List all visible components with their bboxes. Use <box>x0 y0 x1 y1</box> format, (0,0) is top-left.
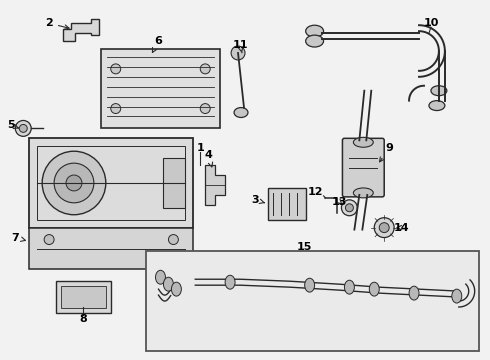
Ellipse shape <box>353 188 373 198</box>
Circle shape <box>42 151 106 215</box>
Circle shape <box>345 204 353 212</box>
Ellipse shape <box>429 100 445 111</box>
Ellipse shape <box>164 277 173 291</box>
Text: 12: 12 <box>308 187 323 197</box>
Polygon shape <box>63 19 99 41</box>
Circle shape <box>379 223 389 233</box>
Text: 9: 9 <box>380 143 393 162</box>
Circle shape <box>44 235 54 244</box>
Bar <box>29 138 193 228</box>
Bar <box>37 146 185 220</box>
Text: 13: 13 <box>332 197 347 207</box>
Ellipse shape <box>155 270 166 284</box>
Circle shape <box>231 46 245 60</box>
Bar <box>61 286 106 308</box>
Circle shape <box>19 125 27 132</box>
Text: 6: 6 <box>152 36 162 53</box>
Ellipse shape <box>431 86 447 96</box>
FancyBboxPatch shape <box>268 188 306 220</box>
Text: 7: 7 <box>11 233 25 243</box>
Circle shape <box>111 64 121 74</box>
Ellipse shape <box>234 108 248 117</box>
Ellipse shape <box>452 289 462 303</box>
Text: 10: 10 <box>423 18 439 28</box>
Circle shape <box>66 175 82 191</box>
Text: 1: 1 <box>196 143 204 153</box>
Text: 5: 5 <box>7 121 18 130</box>
Text: 15: 15 <box>297 243 312 252</box>
Bar <box>146 251 479 351</box>
Ellipse shape <box>344 280 354 294</box>
Circle shape <box>200 64 210 74</box>
Ellipse shape <box>305 278 315 292</box>
Bar <box>101 49 220 129</box>
Bar <box>164 158 185 208</box>
Ellipse shape <box>306 35 323 47</box>
FancyBboxPatch shape <box>343 138 384 197</box>
Polygon shape <box>205 165 225 205</box>
Text: 3: 3 <box>251 195 265 205</box>
Ellipse shape <box>306 25 323 37</box>
Text: 14: 14 <box>393 222 409 233</box>
Ellipse shape <box>353 137 373 147</box>
Ellipse shape <box>172 282 181 296</box>
Circle shape <box>54 163 94 203</box>
Bar <box>56 281 111 313</box>
Ellipse shape <box>409 286 419 300</box>
Circle shape <box>15 121 31 136</box>
Ellipse shape <box>369 282 379 296</box>
Bar <box>29 228 193 269</box>
Circle shape <box>342 200 357 216</box>
Text: 8: 8 <box>79 314 87 324</box>
Text: 11: 11 <box>232 40 248 53</box>
Circle shape <box>200 104 210 113</box>
Ellipse shape <box>225 275 235 289</box>
Circle shape <box>111 104 121 113</box>
Text: 4: 4 <box>204 150 213 167</box>
Text: 2: 2 <box>45 18 69 29</box>
Circle shape <box>169 235 178 244</box>
Circle shape <box>374 218 394 238</box>
